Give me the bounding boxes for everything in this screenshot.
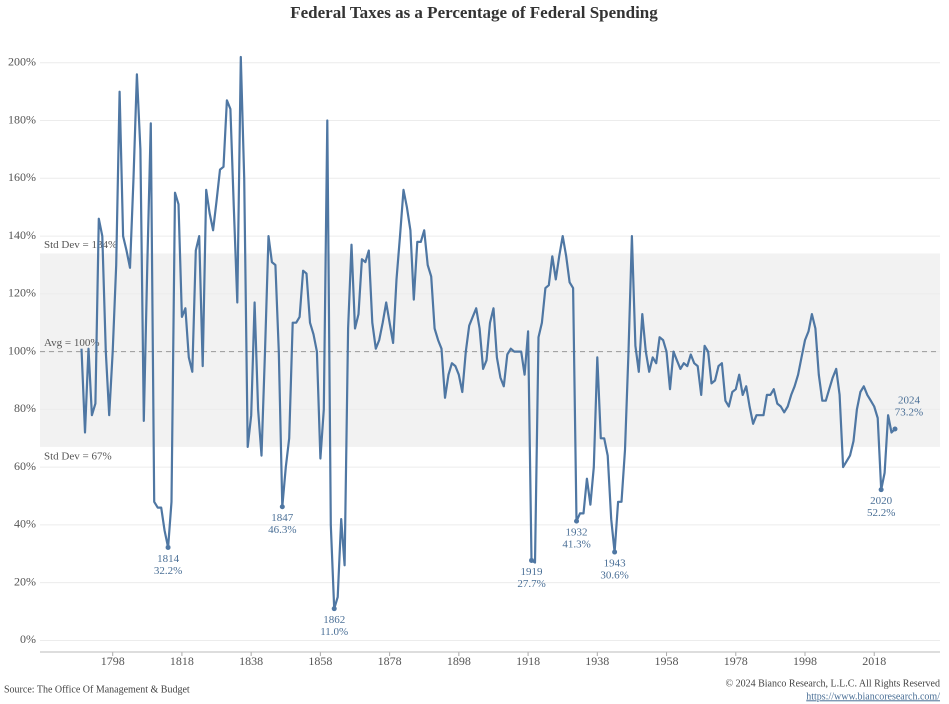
y-tick-label: 20% <box>14 574 36 588</box>
y-tick-label: 160% <box>8 170 36 184</box>
annotation-value: 52.2% <box>867 507 895 519</box>
annotation-year: 1919 <box>521 566 544 578</box>
y-tick-label: 100% <box>8 343 36 357</box>
annotation-dot <box>574 518 580 524</box>
y-tick-label: 80% <box>14 401 36 415</box>
x-tick-label: 1978 <box>724 654 748 668</box>
annotation-year: 1814 <box>157 553 180 565</box>
x-tick-label: 1918 <box>516 654 540 668</box>
y-tick-label: 140% <box>8 228 36 242</box>
url[interactable]: https://www.biancoresearch.com/ <box>806 691 940 702</box>
annotation-value: 27.7% <box>517 578 545 590</box>
annotation-dot <box>878 487 884 493</box>
y-tick-label: 60% <box>14 459 36 473</box>
annotation-dot <box>892 426 898 432</box>
std-high-label: Std Dev = 134% <box>44 239 117 251</box>
annotation-year: 1847 <box>271 512 294 524</box>
annotation-year: 2020 <box>870 495 893 507</box>
x-tick-label: 1938 <box>585 654 609 668</box>
x-tick-label: 1958 <box>655 654 679 668</box>
y-tick-label: 120% <box>8 286 36 300</box>
std-dev-band <box>40 253 940 447</box>
avg-label: Avg = 100% <box>44 337 100 349</box>
x-tick-label: 1818 <box>170 654 194 668</box>
x-tick-label: 2018 <box>862 654 886 668</box>
annotation-value: 11.0% <box>320 626 348 638</box>
annotation-year: 1862 <box>323 614 345 626</box>
annotation-year: 1932 <box>566 527 588 539</box>
y-tick-label: 200% <box>8 55 36 69</box>
annotation-year: 1943 <box>604 558 627 570</box>
annotation-dot <box>529 557 535 563</box>
std-low-label: Std Dev = 67% <box>44 450 112 462</box>
annotation-dot <box>612 549 618 555</box>
annotation-value: 30.6% <box>600 570 628 582</box>
y-tick-label: 180% <box>8 112 36 126</box>
annotation-value: 41.3% <box>562 539 590 551</box>
chart-title: Federal Taxes as a Percentage of Federal… <box>290 3 658 22</box>
x-tick-label: 1998 <box>793 654 817 668</box>
x-tick-label: 1898 <box>447 654 471 668</box>
copyright: © 2024 Bianco Research, L.L.C. All Right… <box>725 678 940 689</box>
annotation-dot <box>331 606 337 612</box>
annotation-value: 46.3% <box>268 524 296 536</box>
x-tick-label: 1858 <box>308 654 332 668</box>
series-line <box>80 55 896 610</box>
x-tick-label: 1798 <box>101 654 125 668</box>
annotation-year: 2024 <box>898 395 921 407</box>
annotation-dot <box>165 544 171 550</box>
annotation-dot <box>279 504 285 510</box>
y-tick-label: 0% <box>20 632 36 646</box>
annotation-value: 32.2% <box>154 565 182 577</box>
source: Source: The Office Of Management & Budge… <box>4 684 190 695</box>
y-tick-label: 40% <box>14 517 36 531</box>
x-tick-label: 1878 <box>378 654 402 668</box>
annotation-value: 73.2% <box>895 407 923 419</box>
x-tick-label: 1838 <box>239 654 263 668</box>
